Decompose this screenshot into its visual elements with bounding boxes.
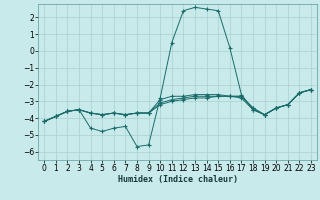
X-axis label: Humidex (Indice chaleur): Humidex (Indice chaleur) <box>118 175 238 184</box>
